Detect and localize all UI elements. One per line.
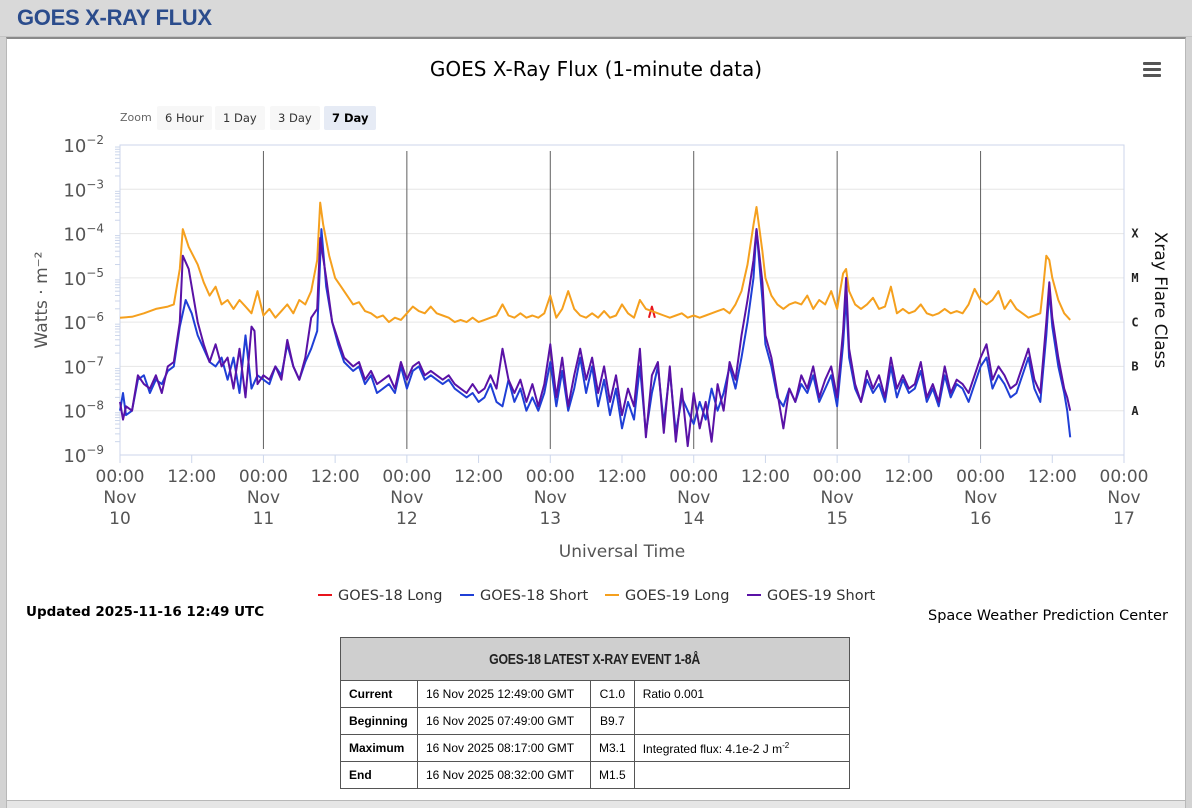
x-tick-day: 12: [396, 509, 418, 529]
y-tick-label: 10−9: [63, 443, 104, 467]
x-tick-day: 16: [970, 509, 992, 529]
zoom-7-day-button[interactable]: 7 Day: [324, 106, 377, 130]
updated-timestamp: Updated 2025-11-16 12:49 UTC: [26, 604, 265, 620]
x-tick-month: Nov: [390, 488, 423, 508]
x-tick-label: 00:00: [96, 467, 145, 487]
credit-text: Space Weather Prediction Center: [928, 608, 1168, 624]
legend-item: GOES-19 Short: [767, 588, 876, 604]
flare-class-label: M: [1131, 271, 1138, 285]
table-row: Beginning 16 Nov 2025 07:49:00 GMT B9.7: [340, 707, 851, 735]
x-tick-label: 12:00: [311, 467, 360, 487]
x-tick-month: Nov: [247, 488, 280, 508]
event-table: GOES-18 LATEST X-RAY EVENT 1-8Å Current …: [340, 637, 851, 789]
chart-title: GOES X-Ray Flux (1-minute data): [430, 57, 762, 81]
y-tick-label: 10−5: [63, 266, 104, 290]
x-tick-day: 13: [539, 509, 561, 529]
legend-item: GOES-18 Short: [480, 588, 589, 604]
y-tick-label: 10−7: [63, 354, 104, 378]
event-table-title: GOES-18 LATEST X-RAY EVENT 1-8Å: [340, 637, 850, 681]
page-header: GOES X-RAY FLUX: [0, 0, 1192, 37]
y-tick-label: 10−3: [63, 177, 104, 201]
zoom-1-day-button[interactable]: 1 Day: [215, 106, 265, 130]
row-label: Beginning: [340, 707, 418, 735]
row-time: 16 Nov 2025 07:49:00 GMT: [417, 707, 591, 735]
row-class: M1.5: [590, 761, 635, 789]
x-tick-label: 00:00: [382, 467, 431, 487]
series-line-goes-19-long: [119, 201, 1071, 324]
flare-class-label: B: [1131, 360, 1138, 374]
zoom-label: Zoom: [120, 111, 152, 124]
flare-class-label: X: [1131, 227, 1139, 241]
row-label: Maximum: [340, 734, 418, 762]
row-class: M3.1: [590, 734, 635, 762]
x-tick-label: 12:00: [741, 467, 790, 487]
row-time: 16 Nov 2025 08:32:00 GMT: [417, 761, 591, 789]
row-time: 16 Nov 2025 08:17:00 GMT: [417, 734, 591, 762]
x-tick-label: 00:00: [1100, 467, 1149, 487]
x-axis-label: Universal Time: [559, 542, 685, 562]
table-row: Maximum 16 Nov 2025 08:17:00 GMT M3.1 In…: [340, 734, 851, 762]
zoom-6-hour-button[interactable]: 6 Hour: [157, 106, 212, 130]
x-tick-day: 14: [683, 509, 705, 529]
x-tick-month: Nov: [677, 488, 710, 508]
zoom-3-day-button[interactable]: 3 Day: [270, 106, 320, 130]
table-row: End 16 Nov 2025 08:32:00 GMT M1.5: [340, 761, 851, 789]
y-tick-label: 10−6: [63, 310, 104, 334]
flare-class-label: A: [1131, 404, 1139, 418]
x-tick-label: 12:00: [598, 467, 647, 487]
y-tick-label: 10−8: [63, 399, 104, 423]
x-tick-day: 11: [253, 509, 275, 529]
x-tick-label: 00:00: [813, 467, 862, 487]
row-extra: Ratio 0.001: [633, 680, 851, 708]
y-tick-label: 10−4: [63, 222, 104, 246]
y-tick-label: 10−2: [63, 133, 104, 157]
series-line-goes-18-long: [647, 305, 656, 318]
x-tick-label: 00:00: [956, 467, 1005, 487]
row-label: End: [340, 761, 418, 789]
row-time: 16 Nov 2025 12:49:00 GMT: [417, 680, 591, 708]
x-tick-label: 12:00: [1028, 467, 1077, 487]
x-tick-label: 00:00: [239, 467, 288, 487]
y-axis-label: Watts · m⁻²: [32, 252, 52, 349]
x-tick-day: 17: [1113, 509, 1135, 529]
x-tick-month: Nov: [821, 488, 854, 508]
x-tick-label: 12:00: [884, 467, 933, 487]
row-extra: [633, 707, 851, 735]
x-tick-label: 00:00: [526, 467, 575, 487]
x-tick-month: Nov: [534, 488, 567, 508]
flare-class-label: C: [1131, 315, 1138, 329]
bottom-strip: [6, 800, 1186, 808]
x-tick-label: 12:00: [454, 467, 503, 487]
legend-item: GOES-18 Long: [338, 588, 442, 604]
table-row: Current 16 Nov 2025 12:49:00 GMT C1.0 Ra…: [340, 680, 851, 708]
x-tick-day: 15: [826, 509, 848, 529]
series-line-goes-19-short: [119, 228, 1072, 448]
row-extra: [633, 761, 851, 789]
x-tick-day: 10: [109, 509, 131, 529]
series-line-goes-18-short: [119, 228, 1072, 438]
row-extra: Integrated flux: 4.1e-2 J m-2: [633, 734, 851, 762]
page-title: GOES X-RAY FLUX: [17, 5, 212, 30]
x-tick-month: Nov: [103, 488, 136, 508]
row-class: B9.7: [590, 707, 635, 735]
right-axis-label: Xray Flare Class: [1150, 232, 1170, 369]
chart-menu-icon[interactable]: [1143, 62, 1161, 78]
x-tick-label: 00:00: [669, 467, 718, 487]
legend-item: GOES-19 Long: [625, 588, 729, 604]
x-tick-label: 12:00: [167, 467, 216, 487]
x-tick-month: Nov: [964, 488, 997, 508]
x-tick-month: Nov: [1107, 488, 1140, 508]
row-class: C1.0: [590, 680, 635, 708]
row-label: Current: [340, 680, 418, 708]
